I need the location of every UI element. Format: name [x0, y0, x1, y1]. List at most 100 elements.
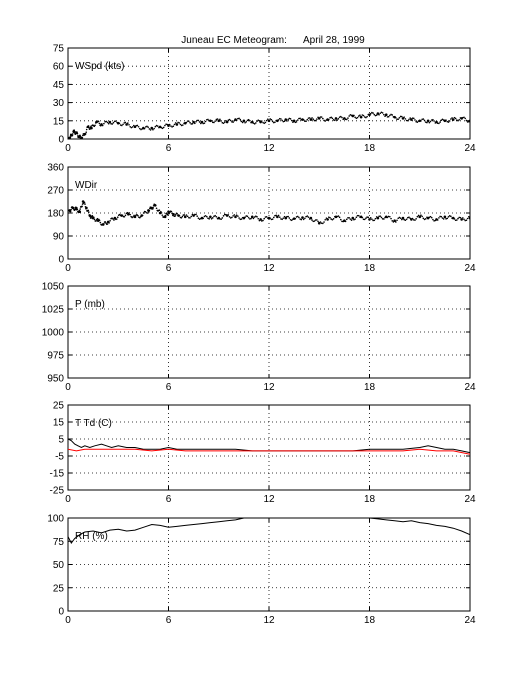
- data-point-fill: [244, 121, 246, 124]
- data-point-fill: [89, 126, 92, 129]
- data-point-fill: [270, 118, 273, 121]
- data-point-fill: [378, 215, 380, 218]
- data-point-fill: [363, 218, 366, 221]
- data-point-fill: [436, 219, 439, 221]
- data-point-fill: [238, 217, 240, 219]
- data-point-fill: [329, 117, 331, 119]
- data-point-fill: [143, 127, 146, 130]
- data-point-fill: [272, 216, 275, 219]
- data-point-fill: [124, 121, 127, 124]
- data-point-fill: [240, 218, 243, 220]
- data-point-fill: [207, 118, 209, 121]
- data-point-fill: [90, 217, 93, 219]
- data-point-fill: [386, 216, 389, 219]
- data-point-fill: [379, 215, 382, 217]
- data-point-fill: [105, 222, 107, 224]
- x-tick-label: 0: [65, 615, 71, 626]
- data-point-fill: [274, 121, 276, 123]
- data-point-fill: [231, 216, 233, 219]
- data-point-fill: [165, 123, 167, 126]
- data-point-fill: [294, 217, 297, 220]
- data-point-fill: [129, 213, 132, 216]
- data-point-fill: [106, 223, 109, 225]
- data-point-fill: [207, 217, 209, 219]
- data-point-fill: [258, 219, 261, 222]
- data-point-fill: [194, 213, 196, 216]
- data-point-fill: [307, 117, 310, 119]
- data-point-fill: [185, 121, 188, 124]
- data-point-fill: [144, 126, 147, 128]
- data-point-fill: [267, 118, 269, 121]
- data-point-fill: [208, 119, 210, 122]
- data-point-fill: [155, 124, 158, 127]
- data-point-fill: [442, 119, 445, 121]
- data-point-fill: [263, 122, 266, 125]
- y-tick-label: -25: [50, 486, 65, 497]
- data-point-fill: [78, 136, 81, 139]
- data-point-fill: [121, 214, 124, 217]
- data-point-fill: [361, 114, 364, 116]
- data-point-fill: [202, 217, 204, 220]
- data-point-fill: [168, 123, 171, 126]
- data-point-fill: [196, 215, 199, 217]
- data-point-fill: [302, 119, 305, 121]
- data-point-fill: [446, 217, 449, 220]
- data-point-fill: [144, 210, 147, 213]
- data-point-fill: [296, 215, 299, 218]
- data-point-fill: [412, 117, 415, 120]
- x-tick-label: 24: [464, 615, 476, 626]
- data-point: [292, 119, 296, 123]
- data-point-fill: [77, 135, 79, 137]
- data-point-fill: [170, 210, 173, 213]
- data-point-fill: [345, 218, 348, 221]
- data-point-fill: [227, 214, 230, 216]
- data-point-fill: [456, 119, 458, 121]
- series-line-td: [68, 448, 470, 455]
- data-point-fill: [160, 126, 163, 129]
- data-point: [192, 120, 195, 124]
- panel-1: 0 6 12 18 24 0 15 30 45 60 75 WSpd (kts): [53, 44, 476, 155]
- data-point-fill: [369, 112, 372, 115]
- data-point-fill: [79, 137, 82, 139]
- data-point-fill: [426, 216, 428, 219]
- data-point-fill: [237, 215, 239, 217]
- data-point-fill: [130, 126, 133, 129]
- data-point-fill: [96, 217, 99, 220]
- data-point-fill: [414, 219, 416, 221]
- data-point-fill: [94, 122, 97, 124]
- data-point-fill: [154, 125, 157, 128]
- data-point-fill: [232, 121, 234, 123]
- data-point-fill: [392, 221, 395, 223]
- data-point-fill: [213, 215, 215, 218]
- data-point-fill: [313, 220, 316, 222]
- data-point-fill: [239, 118, 242, 121]
- data-point-fill: [296, 119, 299, 121]
- panel-label: T Td (C): [75, 418, 112, 429]
- y-tick-label: 100: [47, 514, 64, 525]
- data-point-fill: [448, 215, 451, 217]
- data-point-fill: [299, 218, 301, 220]
- panel-2: 0 6 12 18 24 0 90 180 270 360 WDir: [47, 163, 476, 275]
- data-point: [368, 218, 371, 221]
- y-tick-label: 25: [53, 401, 65, 412]
- data-point-fill: [304, 217, 306, 220]
- data-point-fill: [178, 215, 181, 217]
- y-tick-label: 15: [53, 116, 65, 127]
- x-tick-label: 18: [364, 263, 376, 274]
- y-tick-label: 0: [58, 607, 64, 618]
- data-point: [284, 118, 288, 121]
- data-point-fill: [384, 216, 386, 219]
- data-point-fill: [415, 217, 417, 220]
- data-point-fill: [240, 120, 243, 123]
- data-point-fill: [317, 220, 319, 223]
- data-point-fill: [356, 214, 359, 217]
- data-point-fill: [198, 218, 201, 221]
- data-point-fill: [250, 121, 252, 124]
- data-point-fill: [247, 216, 250, 219]
- data-point: [150, 126, 154, 130]
- data-point-fill: [174, 122, 177, 124]
- data-point-fill: [133, 124, 135, 127]
- x-tick-label: 6: [166, 615, 172, 626]
- data-point-fill: [94, 124, 96, 127]
